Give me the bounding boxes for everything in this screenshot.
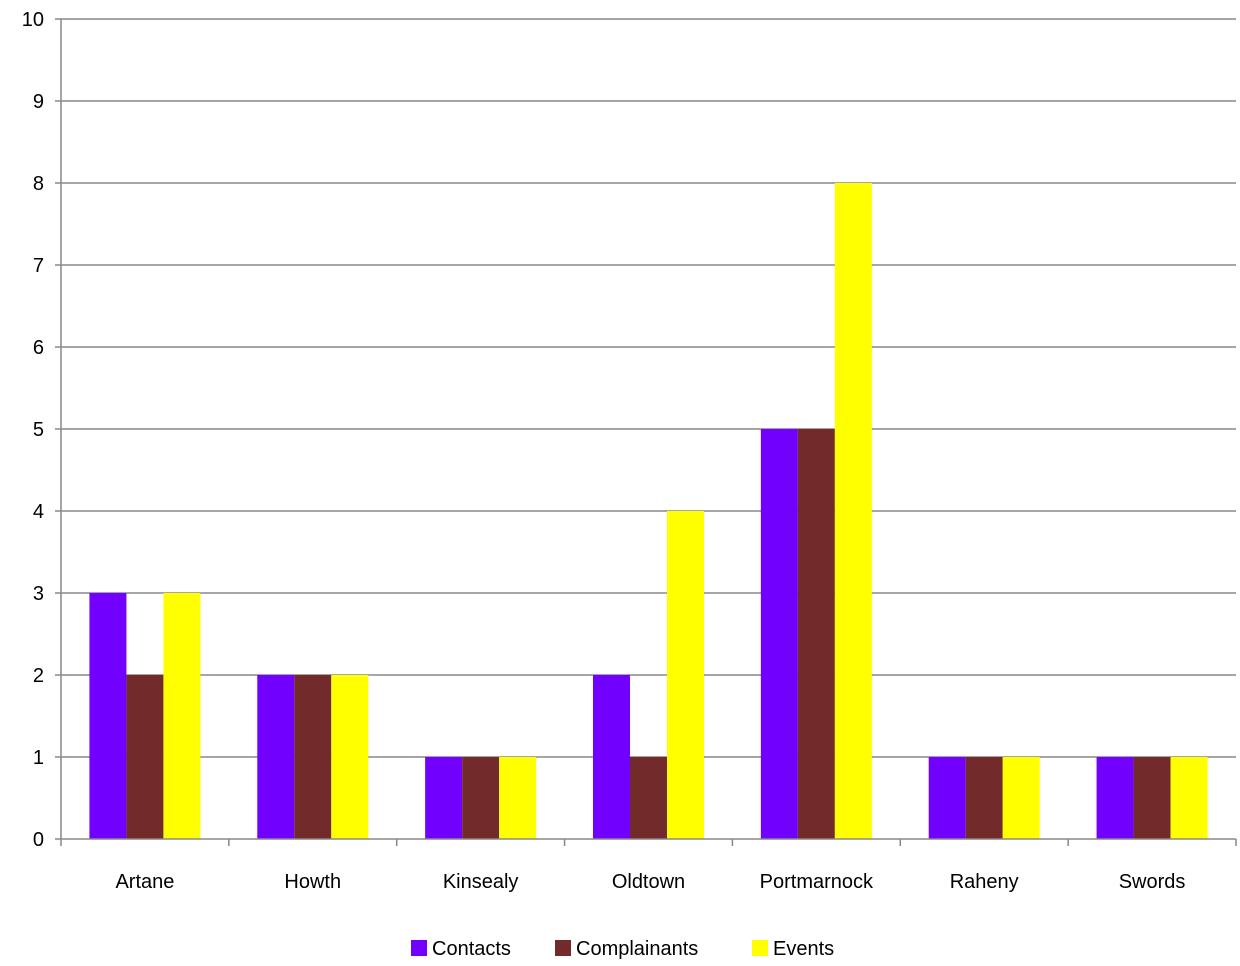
bar-contacts-raheny bbox=[928, 757, 966, 839]
bar-events-howth bbox=[331, 675, 369, 839]
x-tick-label: Kinsealy bbox=[443, 871, 519, 893]
y-tick-label: 10 bbox=[22, 9, 44, 31]
axes bbox=[55, 18, 1237, 846]
legend: Contacts Complainants Events bbox=[411, 938, 834, 960]
bar-contacts-artane bbox=[89, 593, 127, 839]
bar-contacts-howth bbox=[257, 675, 295, 839]
x-tick-label: Oldtown bbox=[612, 871, 685, 893]
gridlines bbox=[61, 18, 1236, 758]
bar-contacts-kinsealy bbox=[425, 757, 463, 839]
y-tick-label: 8 bbox=[33, 173, 44, 195]
legend-label-contacts: Contacts bbox=[432, 938, 511, 960]
y-tick-label: 6 bbox=[33, 337, 44, 359]
x-tick-label: Howth bbox=[284, 871, 341, 893]
bar-contacts-portmarnock bbox=[760, 429, 798, 839]
y-axis-tick-labels: 0 1 2 3 4 5 6 7 8 9 10 bbox=[22, 9, 44, 851]
y-tick-label: 9 bbox=[33, 91, 44, 113]
legend-swatch-contacts bbox=[411, 940, 427, 956]
bar-complainants-artane bbox=[126, 675, 164, 839]
bar-complainants-oldtown bbox=[630, 757, 667, 839]
bar-events-oldtown bbox=[667, 511, 704, 839]
bar-complainants-portmarnock bbox=[797, 429, 835, 839]
bar-complainants-swords bbox=[1133, 757, 1171, 839]
y-tick-label: 2 bbox=[33, 665, 44, 687]
legend-label-complainants: Complainants bbox=[576, 938, 698, 960]
bar-complainants-howth bbox=[294, 675, 332, 839]
y-tick-label: 5 bbox=[33, 419, 44, 441]
bar-events-swords bbox=[1170, 757, 1208, 839]
y-tick-label: 3 bbox=[33, 583, 44, 605]
bar-events-raheny bbox=[1002, 757, 1040, 839]
bar-contacts-swords bbox=[1096, 757, 1134, 839]
bar-events-portmarnock bbox=[834, 183, 872, 839]
x-tick-label: Artane bbox=[115, 871, 174, 893]
bar-contacts-oldtown bbox=[593, 675, 630, 839]
bar-events-artane bbox=[163, 593, 201, 839]
y-tick-label: 0 bbox=[33, 829, 44, 851]
x-tick-label: Portmarnock bbox=[760, 871, 874, 893]
y-tick-label: 1 bbox=[33, 747, 44, 769]
x-axis-tick-labels: Artane Howth Kinsealy Oldtown Portmarnock Rah… bbox=[115, 871, 1185, 893]
y-tick-label: 4 bbox=[33, 501, 44, 523]
legend-label-events: Events bbox=[773, 938, 834, 960]
legend-swatch-events bbox=[752, 940, 768, 956]
legend-swatch-complainants bbox=[555, 940, 571, 956]
x-tick-label: Raheny bbox=[950, 871, 1019, 893]
bar-events-kinsealy bbox=[499, 757, 537, 839]
bars bbox=[89, 183, 1208, 839]
x-tick-label: Swords bbox=[1119, 871, 1186, 893]
y-tick-label: 7 bbox=[33, 255, 44, 277]
bar-complainants-kinsealy bbox=[462, 757, 500, 839]
bar-complainants-raheny bbox=[965, 757, 1003, 839]
